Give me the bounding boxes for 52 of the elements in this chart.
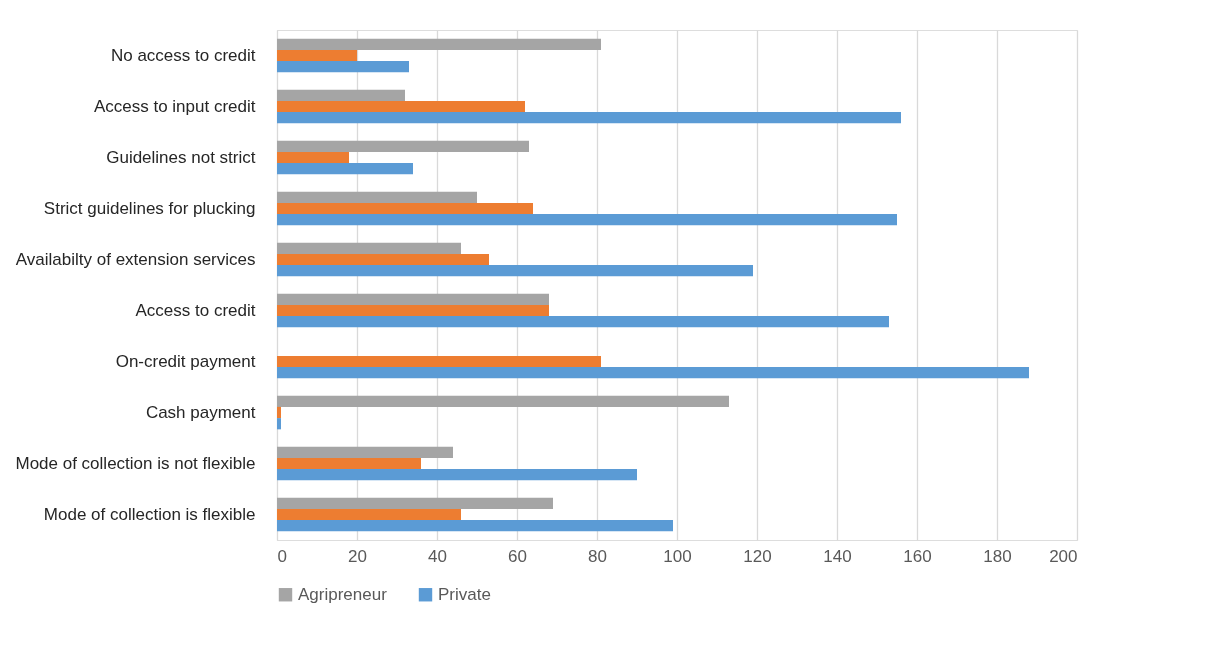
bar [277,520,673,532]
bar [277,100,525,113]
bar [277,61,409,73]
x-tick-label: 160 [903,546,932,566]
y-tick-label: On-credit payment [115,351,256,371]
bar [277,446,453,458]
legend-label: Agripreneur [298,584,388,604]
x-tick-label: 120 [743,546,772,566]
bar [277,89,405,101]
bar [277,293,549,305]
bar [277,38,601,50]
bar [277,316,889,328]
x-tick-label: 40 [428,546,447,566]
y-tick-label: Access to credit [135,300,256,320]
bar [277,112,901,124]
bar [277,253,489,266]
bar [277,265,753,277]
y-tick-label: No access to credit [110,45,256,65]
x-tick-label: 60 [508,546,527,566]
x-tick-label: 0 [277,546,287,566]
bar [277,242,461,254]
x-tick-label: 20 [348,546,367,566]
bar [277,163,413,175]
x-tick-label: 180 [983,546,1012,566]
bar [277,202,533,215]
y-tick-label: Guidelines not strict [106,147,256,167]
bar [277,497,553,509]
bar [277,457,421,470]
bar [277,140,529,152]
y-tick-label: Mode of collection is not flexible [15,453,256,473]
y-tick-label: Mode of collection is flexible [43,504,256,524]
x-tick-label: 80 [588,546,607,566]
y-tick-label: Access to input credit [93,96,256,116]
bar [277,355,601,368]
x-tick-label: 140 [823,546,852,566]
x-tick-label: 100 [663,546,692,566]
bar [277,395,729,407]
legend-label: Private [438,584,491,604]
y-tick-label: Strict guidelines for plucking [43,198,256,218]
y-tick-label: Availabilty of extension services [15,249,256,269]
bar [277,49,357,62]
bar [277,418,281,430]
bar [277,214,897,226]
x-tick-label: 200 [1049,546,1078,566]
bar [277,304,549,317]
bar [277,508,461,521]
bar [277,191,477,203]
bar [277,367,1029,379]
bar [277,469,637,481]
y-tick-label: Cash payment [145,402,256,422]
bar [277,151,349,164]
bar [277,406,281,419]
